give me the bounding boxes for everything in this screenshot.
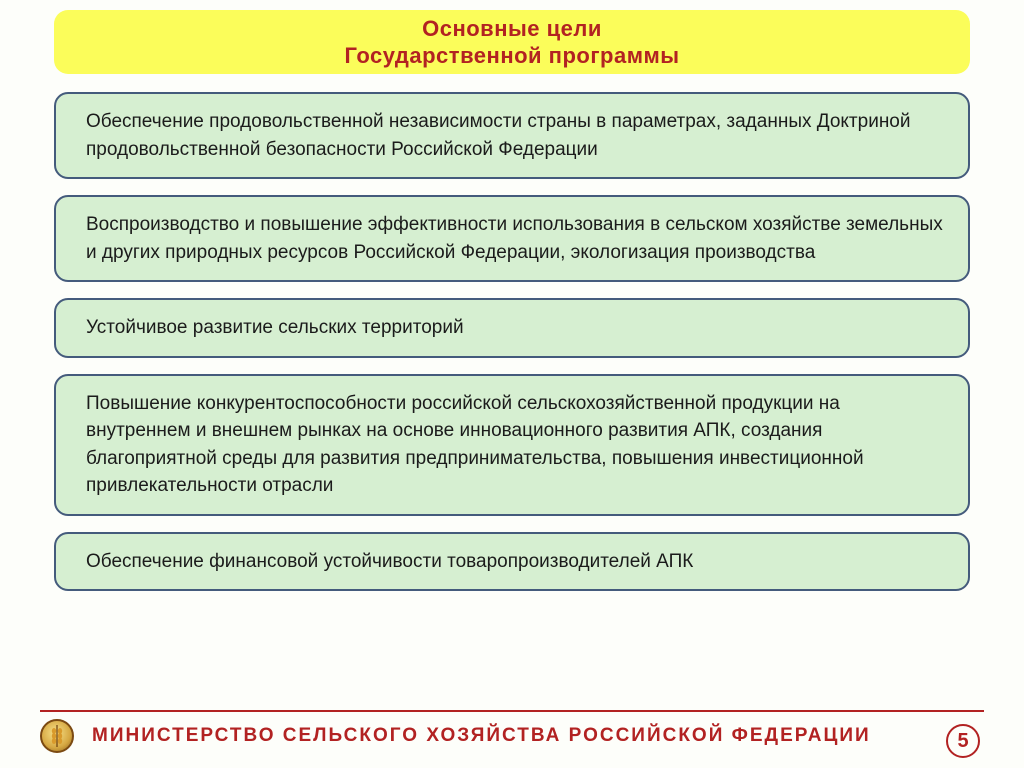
page-number: 5 — [946, 724, 980, 758]
goal-item: Обеспечение финансовой устойчивости това… — [54, 532, 970, 592]
goal-list: Обеспечение продовольственной независимо… — [54, 92, 970, 607]
goal-item: Устойчивое развитие сельских территорий — [54, 298, 970, 358]
slide-title: Основные целиГосударственной программы — [344, 15, 679, 70]
ministry-logo-icon — [40, 719, 74, 753]
goal-item: Воспроизводство и повышение эффективност… — [54, 195, 970, 282]
ministry-label: МИНИСТЕРСТВО СЕЛЬСКОГО ХОЗЯЙСТВА РОССИЙС… — [92, 725, 871, 747]
goal-item: Повышение конкурентоспособности российск… — [54, 374, 970, 516]
footer-divider — [40, 710, 984, 712]
wheat-icon — [48, 725, 66, 747]
title-band: Основные целиГосударственной программы — [54, 10, 970, 74]
footer: МИНИСТЕРСТВО СЕЛЬСКОГО ХОЗЯЙСТВА РОССИЙС… — [40, 716, 984, 756]
slide: Основные целиГосударственной программы О… — [0, 0, 1024, 768]
goal-item: Обеспечение продовольственной независимо… — [54, 92, 970, 179]
